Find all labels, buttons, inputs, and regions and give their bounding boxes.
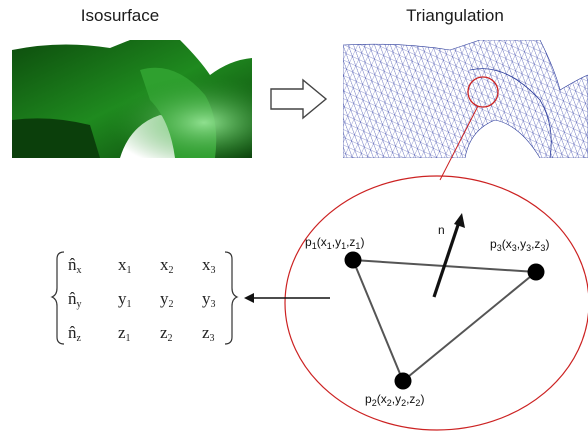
vertex-p2-label: p2(x2,y2,z2) xyxy=(365,392,424,408)
isosurface-image xyxy=(12,40,252,158)
svg-text:n̂x: n̂x xyxy=(68,255,82,276)
isosurface-title: Isosurface xyxy=(80,6,160,25)
svg-text:z1: z1 xyxy=(118,323,131,344)
svg-text:y3: y3 xyxy=(202,289,216,310)
zoom-ellipse xyxy=(284,175,588,431)
svg-text:y2: y2 xyxy=(160,289,174,310)
vertex-p3-label: p3(x3,y3,z3) xyxy=(490,237,549,253)
vertex-p2 xyxy=(394,372,412,390)
svg-text:x1: x1 xyxy=(118,255,132,276)
vertex-p3 xyxy=(527,263,545,281)
svg-text:y1: y1 xyxy=(118,289,132,310)
svg-text:x2: x2 xyxy=(160,255,174,276)
vertex-p1-label: p1(x1,y1,z1) xyxy=(305,235,364,251)
highlight-circle xyxy=(467,76,499,108)
matrix-row-3: n̂z z1 z2 z3 xyxy=(68,323,215,344)
svg-text:n̂z: n̂z xyxy=(68,323,82,344)
matrix-brace-right xyxy=(224,251,239,345)
vertex-p1 xyxy=(344,251,362,269)
normal-vector xyxy=(432,213,465,298)
svg-text:n̂y: n̂y xyxy=(68,289,82,310)
svg-text:z2: z2 xyxy=(160,323,173,344)
triangulation-image xyxy=(343,40,588,158)
matrix-brace-left xyxy=(50,251,65,345)
normal-label: n xyxy=(438,223,445,237)
matrix-row-1: n̂x x1 x2 x3 xyxy=(68,255,216,276)
triangulation-title: Triangulation xyxy=(406,6,504,25)
zoom-connector xyxy=(439,105,479,181)
transform-arrow xyxy=(270,78,328,120)
result-arrow xyxy=(244,293,330,303)
svg-text:z3: z3 xyxy=(202,323,215,344)
triangle xyxy=(352,259,537,382)
matrix-row-2: n̂y y1 y2 y3 xyxy=(68,289,216,310)
svg-text:x3: x3 xyxy=(202,255,216,276)
